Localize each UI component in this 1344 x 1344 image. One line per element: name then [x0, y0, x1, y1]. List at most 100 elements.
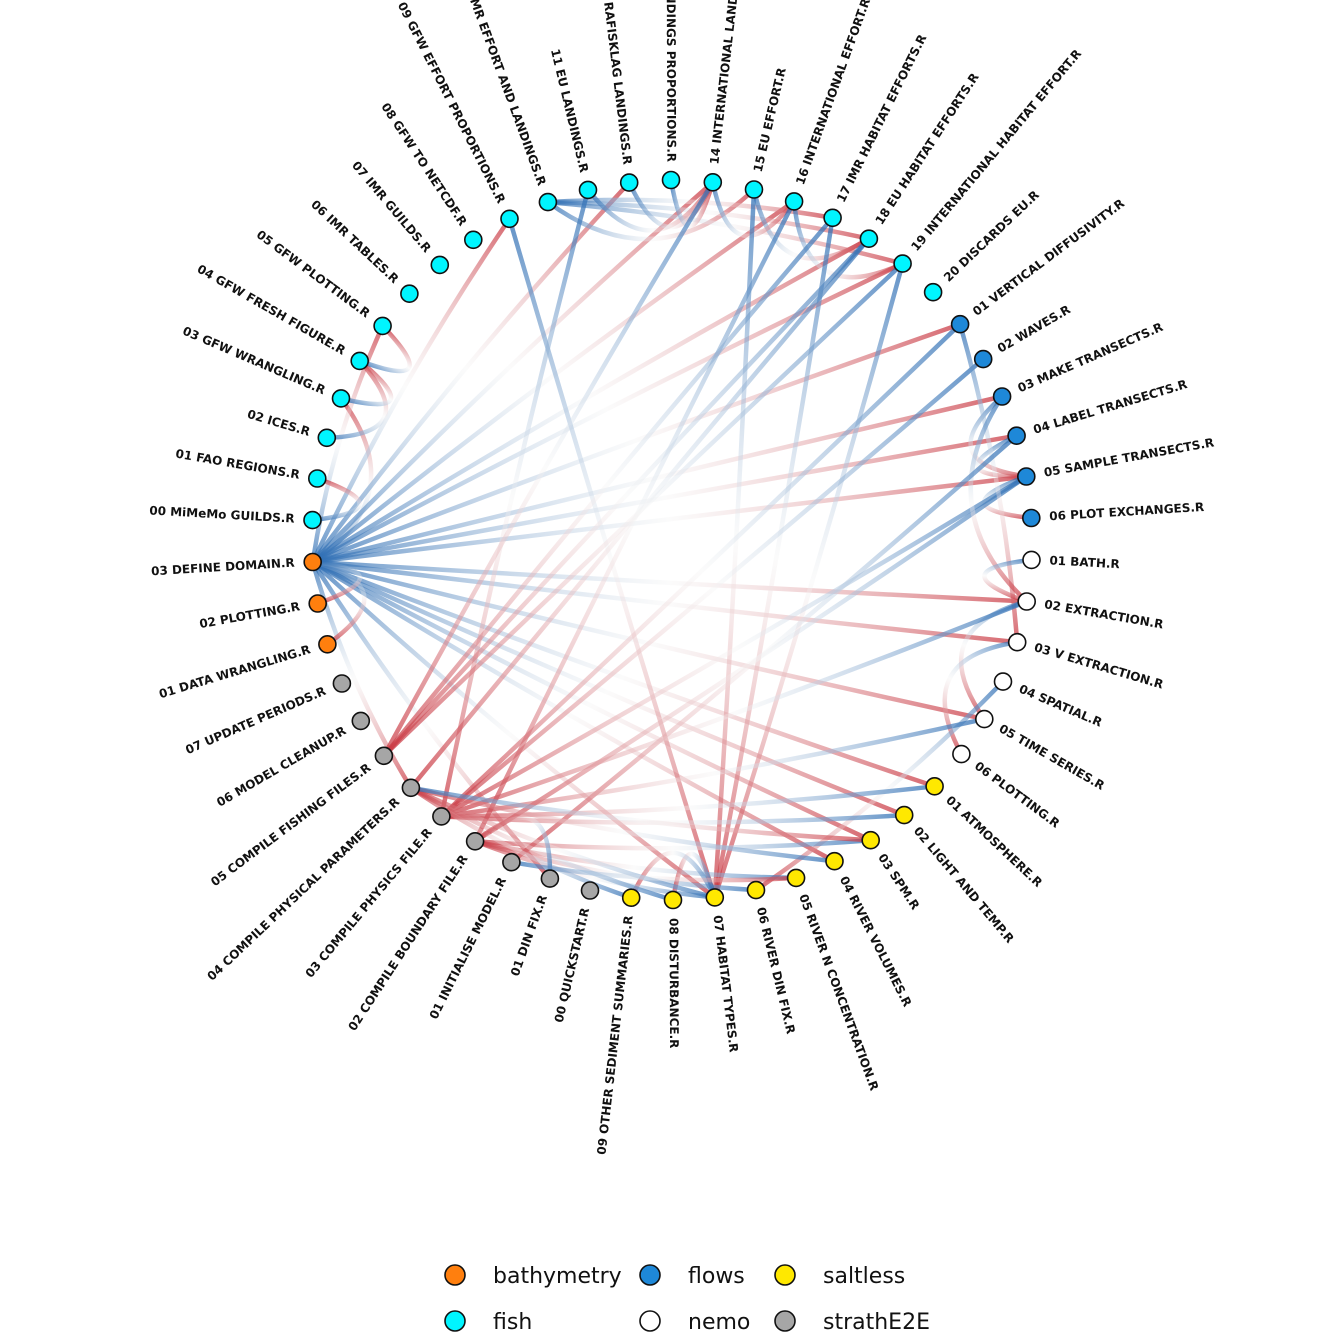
node-salt_02 — [894, 805, 914, 825]
legend-swatch-bathymetry — [444, 1264, 466, 1286]
node-fish_05 — [373, 316, 392, 336]
node-salt_08 — [663, 890, 683, 910]
edge-bath_03-nemo_02 — [310, 559, 1029, 604]
legend-label-flows: flows — [688, 1264, 745, 1289]
edge-flows_04-flows_05 — [975, 433, 1029, 479]
node-label-nemo_04: 04 SPATIAL.R — [1017, 682, 1104, 730]
edge-fish_18-e2e_04 — [408, 236, 872, 791]
edge-bath_03-salt_03 — [310, 559, 873, 843]
node-salt_01 — [925, 776, 944, 796]
nodes-layer — [303, 170, 1041, 910]
node-e2e_02 — [465, 831, 485, 851]
node-label-bath_03: 03 DEFINE DOMAIN.R — [151, 556, 295, 579]
node-label-salt_03: 03 SPM.R — [875, 851, 922, 912]
legend: bathymetry flows saltless fish nemo strathE2E — [444, 1264, 930, 1335]
legend-swatch-saltless — [774, 1264, 796, 1286]
node-label-fish_13: 13 ICES LANDINGS PROPORTIONS.R — [664, 0, 679, 162]
node-e2e_03 — [432, 807, 451, 826]
node-e2e_05 — [374, 746, 394, 766]
edge-bath_03-salt_07 — [310, 559, 718, 900]
node-salt_03 — [861, 830, 881, 850]
edge-e2e_01b-salt_05 — [509, 859, 799, 883]
node-label-nemo_03: 03 V EXTRACTION.R — [1033, 640, 1165, 691]
node-label-salt_07: 07 HABITAT TYPES.R — [711, 914, 741, 1053]
legend-swatch-flows — [639, 1264, 661, 1286]
legend-label-bathymetry: bathymetry — [493, 1264, 622, 1289]
node-e2e_01a — [540, 869, 560, 888]
node-fish_19 — [893, 254, 912, 273]
edge-bath_03-salt_01 — [310, 559, 937, 789]
node-flows_02 — [973, 349, 993, 369]
edge-flows_03-nemo_02 — [968, 394, 1029, 604]
edge-fish_17-salt_07 — [712, 215, 835, 900]
node-fish_10 — [538, 192, 558, 212]
edge-flows_03-flows_05 — [968, 394, 1029, 479]
node-fish_09 — [500, 209, 519, 229]
edge-bath_03-bath_02 — [310, 559, 363, 606]
edge-flows_01-e2e_03 — [439, 321, 963, 819]
node-flows_03 — [992, 387, 1012, 406]
edge-fish_04-fish_05 — [357, 323, 412, 374]
node-label-salt_09: 09 OTHER SEDIMENT SUMMARIES.R — [595, 915, 636, 1156]
edge-bath_03-flows_04 — [310, 433, 1019, 565]
node-nemo_06 — [952, 744, 971, 764]
node-label-fish_14: 14 INTERNATIONAL LANDINGS.R — [707, 0, 745, 165]
node-label-e2e_05: 05 COMPILE FISHING FILES.R — [208, 761, 373, 890]
node-label-nemo_02: 02 EXTRACTION.R — [1043, 597, 1164, 631]
edge-flows_01-nemo_03 — [957, 321, 1020, 645]
edge-bath_03-e2e_01a — [310, 559, 553, 881]
node-e2e_07 — [332, 674, 352, 693]
edge-fish_00-fish_01 — [310, 476, 362, 523]
node-label-fish_11: 11 EU LANDINGS.R — [548, 47, 591, 174]
node-nemo_02 — [1017, 592, 1036, 611]
node-label-fish_12: 12 RAFISKLAG LANDINGS.R — [599, 0, 635, 165]
legend-swatch-nemo — [639, 1310, 661, 1332]
edge-fish_10-fish_18 — [545, 199, 872, 241]
edge-fish_02-fish_04 — [324, 358, 389, 441]
node-nemo_03 — [1007, 632, 1027, 652]
edge-bath_03-flows_05 — [310, 474, 1029, 565]
node-label-fish_02: 02 ICES.R — [246, 407, 312, 439]
node-label-flows_01: 01 VERTICAL DIFFUSIVITY.R — [970, 196, 1127, 318]
edge-fish_03-fish_04 — [338, 358, 394, 407]
edge-salt_09-e2e_04 — [408, 785, 634, 900]
node-e2e_04 — [401, 778, 421, 798]
node-e2e_06 — [351, 711, 371, 731]
edge-flows_02-e2e_03 — [439, 356, 986, 819]
edge-bath_03-fish_05 — [310, 323, 385, 565]
node-label-e2e_02: 02 COMPILE BOUNDARY FILE.R — [345, 852, 470, 1033]
legend-swatch-fish — [444, 1310, 466, 1332]
edge-flows_05-e2e_03 — [439, 474, 1029, 819]
edge-e2e_04-salt_03 — [408, 785, 873, 843]
node-nemo_05 — [974, 709, 994, 729]
edge-bath_03-fish_18 — [310, 236, 872, 565]
node-label-fish_10: 10 IMR EFFORT AND LANDINGS.R — [458, 0, 548, 187]
node-label-salt_06: 06 RIVER DIN FIX.R — [754, 906, 798, 1036]
node-salt_06 — [746, 880, 766, 900]
node-nemo_04 — [993, 672, 1013, 691]
edge-bath_03-salt_02 — [310, 559, 907, 818]
node-fish_06 — [400, 284, 419, 304]
node-label-flows_02: 02 WAVES.R — [995, 302, 1073, 355]
legend-label-saltless: saltless — [823, 1264, 905, 1289]
node-label-e2e_03: 03 COMPILE PHYSICS FILE.R — [303, 825, 435, 980]
edge-bath_03-nemo_05 — [310, 559, 987, 722]
node-flows_01 — [950, 314, 970, 334]
node-fish_12 — [619, 173, 639, 192]
node-fish_11 — [578, 180, 598, 200]
node-fish_16 — [784, 192, 804, 211]
edge-fish_17-e2e_05 — [381, 215, 835, 759]
legend-label-fish: fish — [493, 1310, 532, 1335]
edge-fish_13-fish_14 — [668, 177, 716, 229]
node-fish_14 — [703, 173, 723, 192]
edge-fish_19-salt_07 — [712, 261, 905, 900]
node-fish_13 — [661, 170, 681, 190]
node-e2e_00 — [580, 881, 600, 900]
node-label-e2e_00: 00 QUICKSTART.R — [552, 906, 592, 1024]
node-bath_03 — [303, 552, 323, 572]
legend-label-strathE2E: strathE2E — [823, 1310, 930, 1335]
edge-nemo_01-nemo_02 — [982, 557, 1034, 604]
node-nemo_01 — [1022, 550, 1041, 570]
node-label-nemo_01: 01 BATH.R — [1049, 553, 1120, 571]
